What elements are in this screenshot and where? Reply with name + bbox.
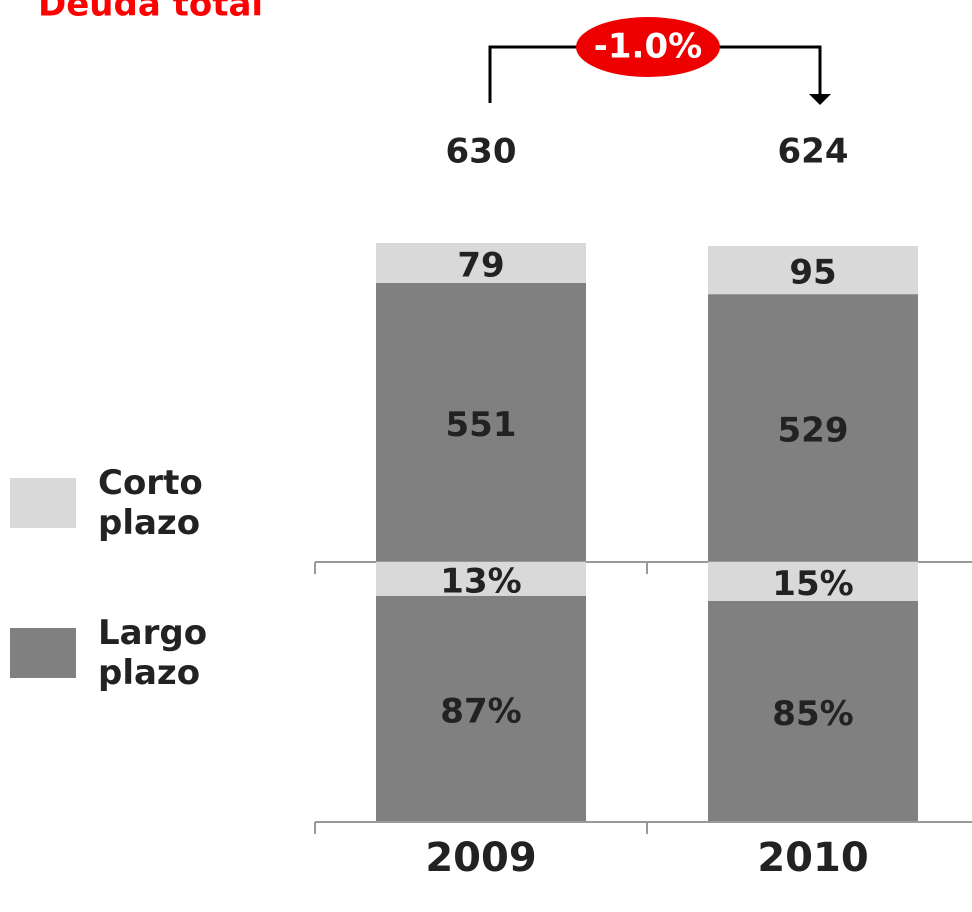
change-badge bbox=[576, 17, 720, 77]
arrow-head bbox=[809, 94, 831, 105]
total-label: 630 bbox=[446, 132, 517, 172]
data-label: 95 bbox=[789, 253, 836, 293]
bar-segment bbox=[376, 562, 586, 596]
data-label: 15% bbox=[772, 564, 853, 604]
legend-item: Corto plazo bbox=[10, 463, 228, 543]
bar-segment bbox=[708, 246, 918, 295]
data-label: 551 bbox=[446, 405, 517, 445]
data-label: 529 bbox=[778, 411, 849, 451]
chart-title: Deuda total bbox=[38, 0, 263, 25]
legend-item: Largo plazo bbox=[10, 613, 228, 693]
bar-segment bbox=[708, 601, 918, 822]
x-tick-label: 2010 bbox=[757, 835, 868, 881]
legend-label: Largo plazo bbox=[98, 613, 208, 693]
bar-segment bbox=[708, 294, 918, 562]
data-label: 87% bbox=[440, 691, 521, 731]
bar-segment bbox=[376, 243, 586, 284]
data-label: 79 bbox=[457, 246, 504, 286]
total-label: 624 bbox=[778, 132, 849, 172]
bar-segment bbox=[376, 283, 586, 562]
bar-segment bbox=[708, 562, 918, 601]
data-label: 85% bbox=[772, 694, 853, 734]
data-label: 13% bbox=[440, 561, 521, 601]
change-label: -1.0% bbox=[594, 27, 702, 67]
bar-segment bbox=[376, 595, 586, 822]
legend-swatch bbox=[10, 628, 76, 678]
legend-label: Corto plazo bbox=[98, 463, 203, 543]
legend-swatch bbox=[10, 478, 76, 528]
x-tick-label: 2009 bbox=[425, 835, 536, 881]
